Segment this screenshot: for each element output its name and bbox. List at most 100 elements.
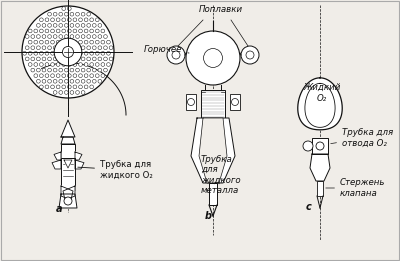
Text: c: c [306, 202, 312, 212]
Circle shape [232, 98, 238, 105]
Circle shape [59, 68, 63, 72]
Circle shape [53, 68, 57, 72]
Circle shape [95, 74, 99, 78]
Circle shape [106, 40, 110, 44]
Circle shape [31, 57, 35, 61]
Circle shape [62, 18, 66, 22]
Circle shape [106, 63, 110, 66]
Text: b: b [205, 211, 212, 221]
Circle shape [59, 57, 63, 61]
Circle shape [79, 51, 82, 55]
Polygon shape [75, 160, 84, 169]
Circle shape [98, 46, 102, 50]
Circle shape [76, 12, 79, 16]
Circle shape [45, 85, 49, 89]
Circle shape [40, 74, 43, 78]
Circle shape [34, 63, 38, 66]
Circle shape [53, 79, 57, 83]
Circle shape [68, 18, 71, 22]
Circle shape [28, 29, 32, 33]
Polygon shape [52, 160, 61, 169]
Circle shape [90, 18, 94, 22]
Circle shape [64, 46, 68, 50]
Circle shape [95, 51, 99, 55]
Circle shape [92, 57, 96, 61]
Circle shape [68, 74, 71, 78]
Circle shape [68, 63, 71, 66]
Circle shape [167, 46, 185, 64]
Circle shape [101, 63, 105, 66]
Circle shape [53, 46, 57, 50]
Circle shape [48, 57, 52, 61]
Circle shape [64, 23, 68, 27]
Circle shape [81, 68, 85, 72]
Circle shape [25, 57, 29, 61]
Circle shape [92, 46, 96, 50]
Circle shape [98, 79, 102, 83]
Circle shape [53, 12, 57, 16]
Circle shape [53, 57, 57, 61]
Polygon shape [54, 152, 61, 160]
Circle shape [68, 40, 71, 44]
Circle shape [87, 12, 90, 16]
Polygon shape [305, 83, 335, 127]
Circle shape [81, 12, 85, 16]
Circle shape [81, 57, 85, 61]
Circle shape [53, 23, 57, 27]
Circle shape [109, 57, 113, 61]
Circle shape [22, 6, 114, 98]
Circle shape [62, 74, 66, 78]
Circle shape [42, 23, 46, 27]
Circle shape [28, 63, 32, 66]
Circle shape [84, 63, 88, 66]
Circle shape [36, 46, 40, 50]
Circle shape [81, 23, 85, 27]
Circle shape [172, 51, 180, 59]
Circle shape [76, 79, 79, 83]
Polygon shape [61, 137, 75, 144]
Bar [201, 90, 225, 118]
Circle shape [188, 98, 194, 105]
Polygon shape [61, 120, 75, 137]
Bar [209, 183, 217, 205]
Circle shape [73, 85, 77, 89]
Polygon shape [199, 118, 227, 183]
Circle shape [70, 35, 74, 38]
Polygon shape [191, 118, 235, 183]
Circle shape [64, 12, 68, 16]
Circle shape [79, 29, 82, 33]
Circle shape [70, 23, 74, 27]
Circle shape [73, 18, 77, 22]
Circle shape [70, 79, 74, 83]
Text: a: a [56, 204, 63, 214]
Circle shape [101, 40, 105, 44]
Circle shape [36, 79, 40, 83]
Circle shape [31, 46, 35, 50]
Circle shape [90, 40, 94, 44]
Circle shape [36, 68, 40, 72]
Circle shape [45, 74, 49, 78]
Circle shape [56, 51, 60, 55]
Circle shape [51, 74, 54, 78]
Circle shape [95, 18, 99, 22]
Circle shape [101, 74, 105, 78]
Circle shape [64, 79, 68, 83]
Circle shape [56, 63, 60, 66]
Circle shape [84, 74, 88, 78]
Circle shape [98, 68, 102, 72]
Circle shape [40, 63, 43, 66]
Circle shape [76, 35, 79, 38]
Circle shape [62, 7, 66, 10]
Circle shape [76, 23, 79, 27]
Circle shape [53, 35, 57, 38]
Circle shape [241, 46, 259, 64]
Circle shape [84, 51, 88, 55]
Circle shape [48, 79, 52, 83]
Circle shape [62, 51, 66, 55]
Circle shape [98, 35, 102, 38]
Circle shape [76, 91, 79, 94]
Circle shape [92, 79, 96, 83]
Circle shape [54, 38, 82, 66]
Circle shape [70, 57, 74, 61]
Circle shape [56, 29, 60, 33]
